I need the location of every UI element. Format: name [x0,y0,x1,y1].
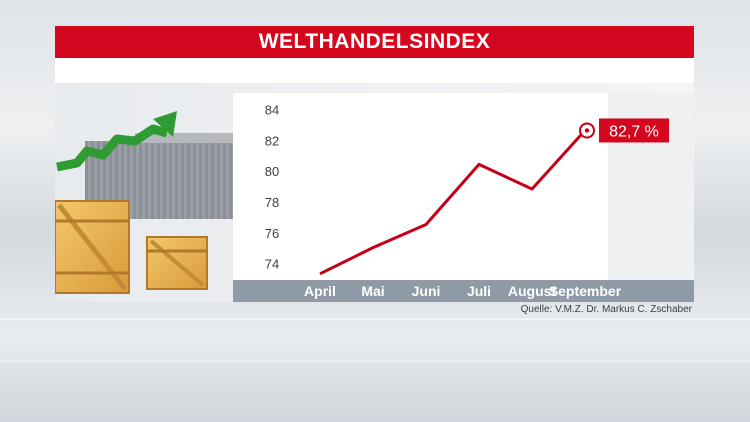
chart-panel: WELTHANDELSINDEX [55,26,694,302]
x-axis-band [233,280,694,302]
plot-area [233,93,694,280]
chart-title: WELTHANDELSINDEX [258,30,491,53]
background-stripe [0,318,750,320]
title-bar: WELTHANDELSINDEX [55,26,694,58]
subtitle-band [55,58,694,83]
background-stripe [0,360,750,362]
chart-body [55,83,694,302]
plot-right-shade [608,93,694,280]
wooden-crate-icon [55,200,130,294]
arrow-up-icon [56,111,177,172]
trade-illustration [55,111,233,294]
source-note: Quelle: V.M.Z. Dr. Markus C. Zschaber [520,304,692,315]
wooden-crate-icon [146,236,208,290]
